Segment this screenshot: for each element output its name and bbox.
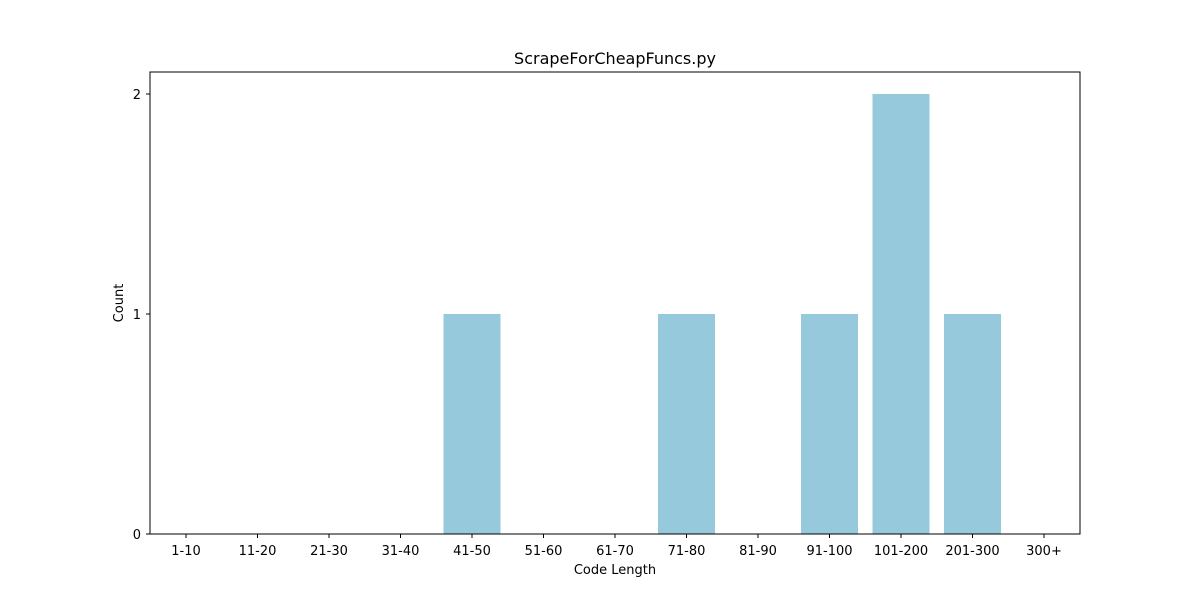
- x-axis-label: Code Length: [574, 563, 656, 578]
- y-axis-label: Count: [112, 284, 127, 323]
- x-tick-label: 71-80: [668, 544, 706, 559]
- bar-101-200: [872, 94, 930, 534]
- x-tick-label: 101-200: [874, 544, 928, 559]
- plot-frame: [149, 71, 1081, 535]
- x-tick-label: 41-50: [453, 544, 491, 559]
- bar-91-100: [801, 314, 858, 534]
- x-tick-label: 91-100: [806, 544, 852, 559]
- bar-71-80: [658, 314, 715, 534]
- x-tick-label: 11-20: [239, 544, 277, 559]
- x-tick-label: 31-40: [382, 544, 420, 559]
- bars-layer: [443, 94, 1001, 534]
- x-tick-label: 81-90: [739, 544, 777, 559]
- bar-41-50: [443, 314, 501, 534]
- x-tick-label: 1-10: [171, 544, 201, 559]
- x-tick-label: 51-60: [525, 544, 563, 559]
- bar-201-300: [944, 314, 1001, 534]
- x-tick-label: 21-30: [310, 544, 348, 559]
- x-tick-label: 300+: [1026, 544, 1062, 559]
- y-tick-label: 0: [133, 528, 141, 543]
- x-axis-ticks: 1-10 11-20 21-30 31-40 41-50 51-60 61-70 71-80 8…: [171, 534, 1062, 559]
- y-tick-label: 2: [133, 88, 141, 103]
- chart-title: ScrapeForCheapFuncs.py: [514, 49, 716, 68]
- x-tick-label: 201-300: [945, 544, 999, 559]
- y-tick-label: 1: [133, 308, 141, 323]
- x-tick-label: 61-70: [596, 544, 634, 559]
- y-axis-ticks: 0 1 2: [133, 88, 150, 543]
